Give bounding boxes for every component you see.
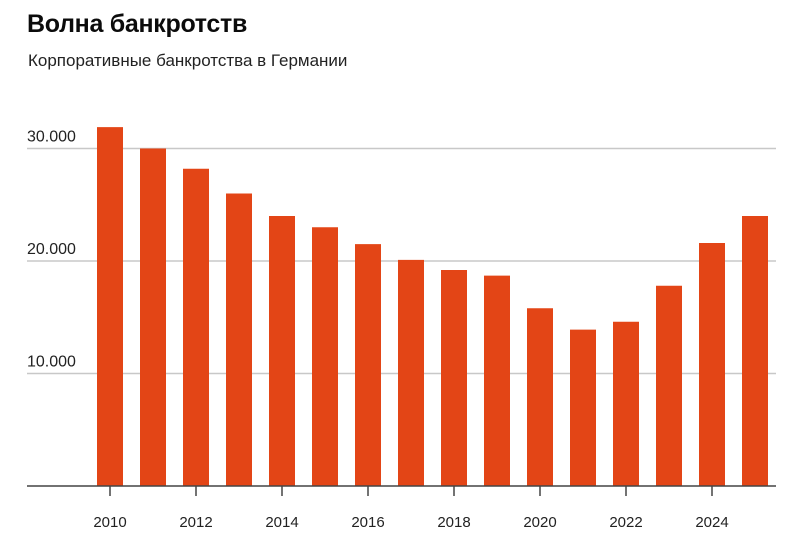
x-tick-label: 2018 (437, 514, 470, 531)
bar-2016 (355, 244, 381, 486)
bar-2015 (312, 227, 338, 486)
y-tick-label: 10.000 (27, 354, 76, 371)
bar-2024 (699, 243, 725, 486)
y-tick-label: 20.000 (27, 241, 76, 258)
x-tick-label: 2014 (265, 514, 298, 531)
bar-2025 (742, 216, 768, 486)
x-tick-label: 2010 (93, 514, 126, 531)
bars (97, 127, 768, 486)
bar-2023 (656, 285, 682, 486)
bar-2010 (97, 127, 123, 486)
bar-2017 (398, 259, 424, 486)
bar-2018 (441, 270, 467, 486)
bar-2014 (269, 216, 295, 486)
x-tick-label: 2024 (695, 514, 728, 531)
chart-subtitle: Корпоративные банкротства в Германии (28, 51, 348, 70)
y-tick-label: 30.000 (27, 129, 76, 146)
y-axis-labels: 10.000 20.000 30.000 (27, 129, 76, 371)
bar-2020 (527, 308, 553, 486)
x-axis: 2010 2012 2014 2016 2018 2020 2022 2024 (27, 485, 776, 531)
x-tick-label: 2012 (179, 514, 212, 531)
bar-2011 (140, 148, 166, 486)
x-tick-label: 2016 (351, 514, 384, 531)
bar-2022 (613, 321, 639, 486)
x-tick-label: 2020 (523, 514, 556, 531)
x-tick-label: 2022 (609, 514, 642, 531)
bar-2012 (183, 168, 209, 486)
chart-title: Волна банкротств (27, 10, 248, 38)
bar-2021 (570, 329, 596, 486)
bar-2013 (226, 193, 252, 486)
bar-2019 (484, 275, 510, 486)
